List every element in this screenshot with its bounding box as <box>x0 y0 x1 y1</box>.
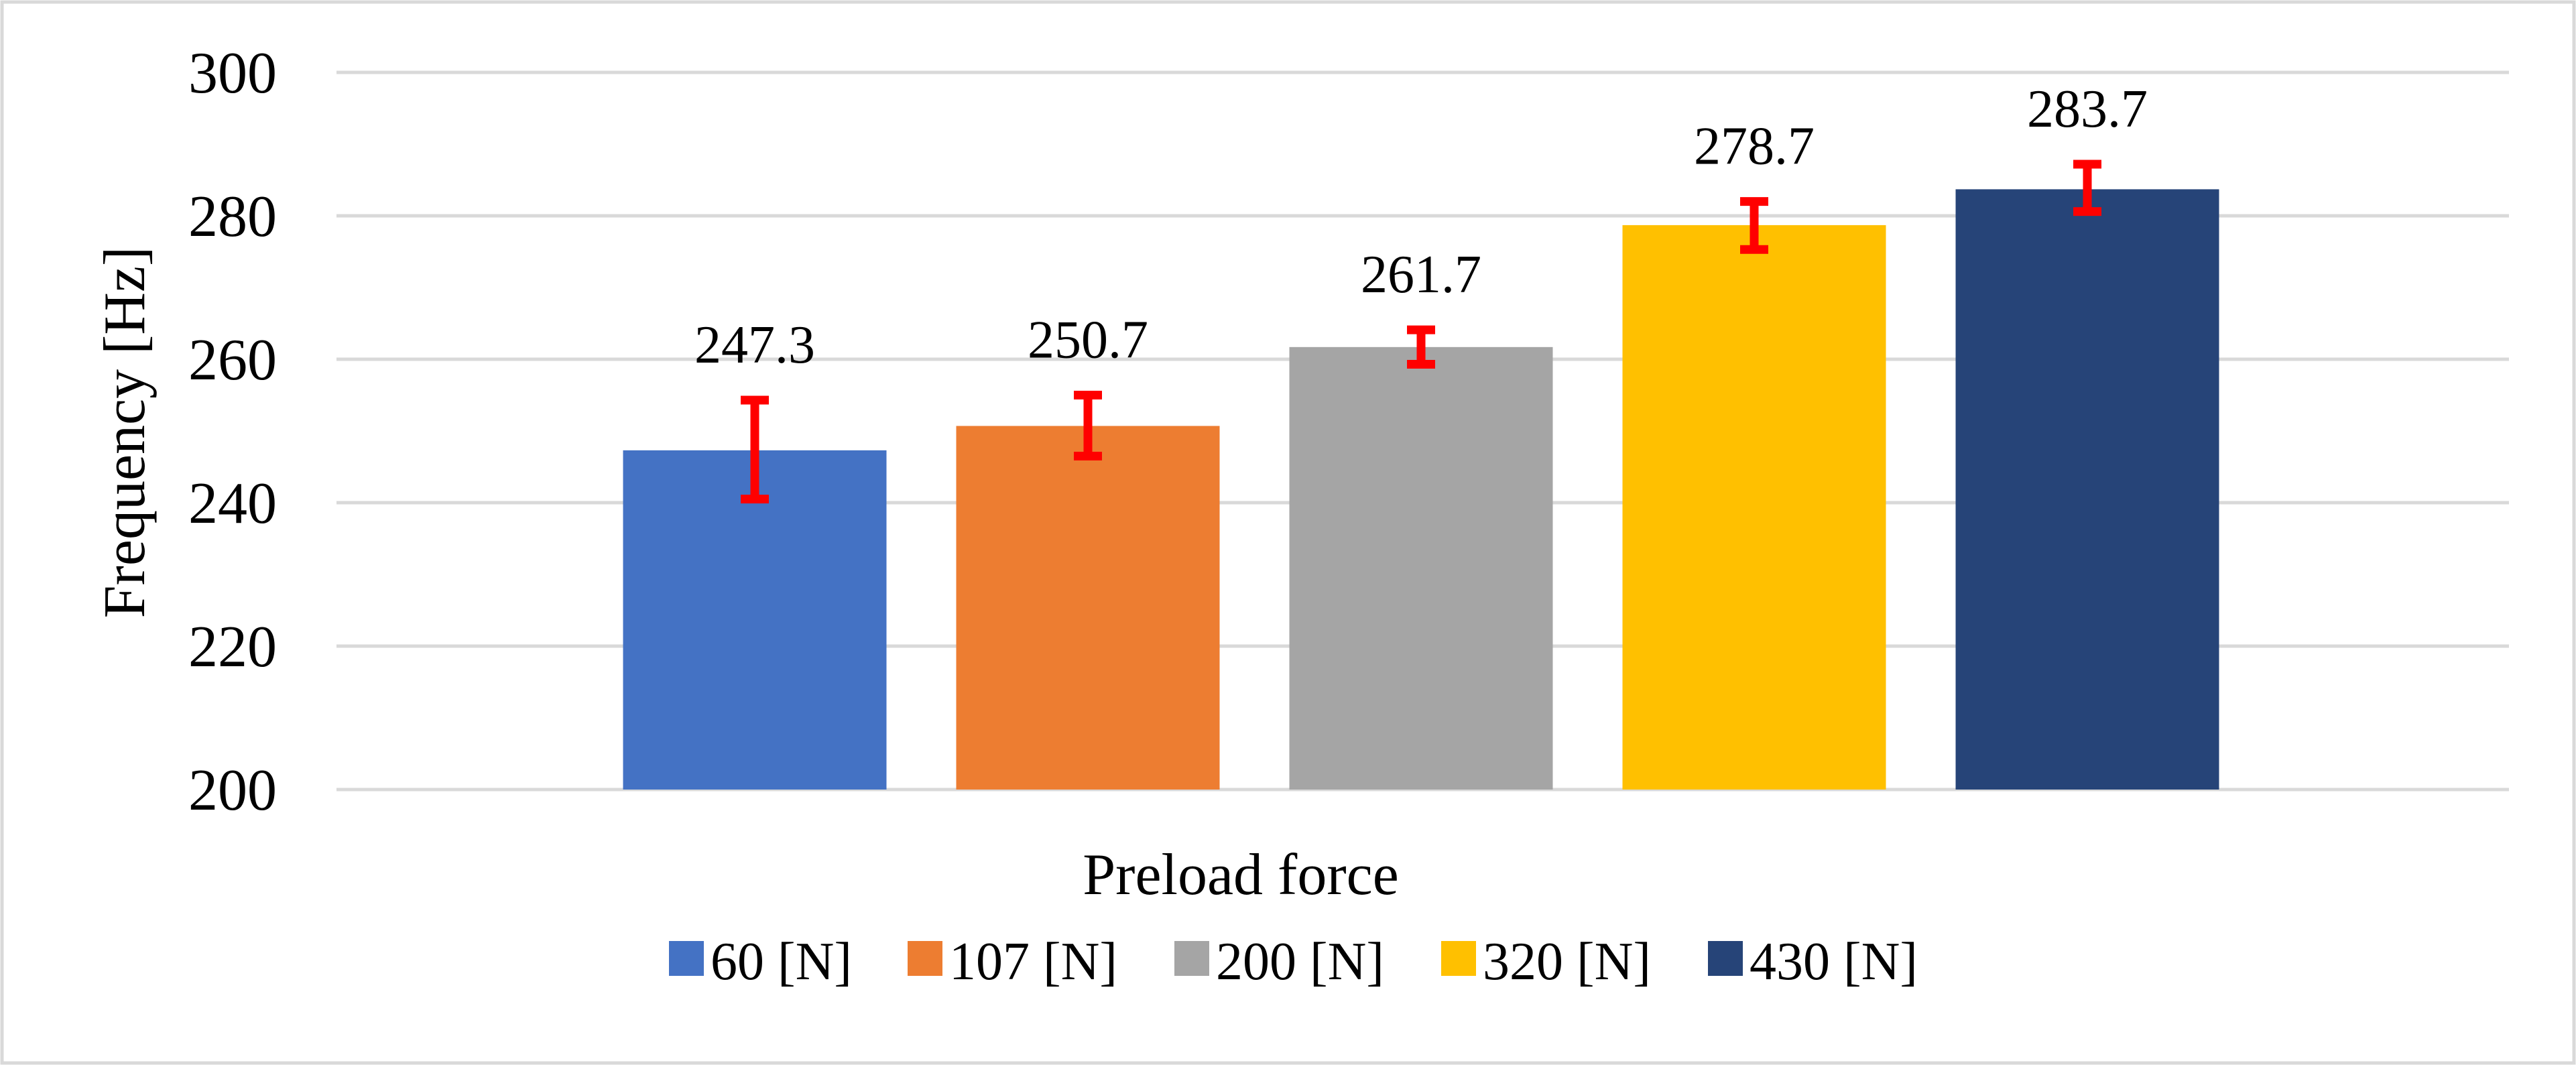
legend: 60 [N] 107 [N] 200 [N] 320 [N] 430 [N] <box>669 932 1918 991</box>
legend-swatch <box>1708 941 1743 976</box>
legend-swatch <box>1441 941 1476 976</box>
data-label: 278.7 <box>1694 117 1815 176</box>
legend-swatch <box>1174 941 1209 976</box>
y-axis-title: Frequency [Hz] <box>93 247 158 619</box>
bar <box>956 426 1220 790</box>
data-label: 283.7 <box>2027 80 2148 139</box>
y-tick-label: 240 <box>188 471 277 536</box>
error-bars <box>741 160 2101 504</box>
y-tick-label: 200 <box>188 758 277 823</box>
data-labels: 247.3 250.7 261.7 278.7 283.7 <box>694 80 2148 375</box>
legend-label: 60 [N] <box>711 932 852 991</box>
legend-swatch <box>908 941 942 976</box>
legend-label: 320 [N] <box>1483 932 1651 991</box>
bars <box>623 189 2219 790</box>
bar <box>623 450 887 790</box>
legend-label: 430 [N] <box>1750 932 1918 991</box>
legend-label: 107 [N] <box>949 932 1117 991</box>
data-label: 247.3 <box>694 316 815 375</box>
y-tick-label: 260 <box>188 328 277 393</box>
bar <box>1622 225 1886 790</box>
data-label: 261.7 <box>1361 245 1481 304</box>
bar <box>1289 347 1553 790</box>
y-tick-label: 300 <box>188 41 277 106</box>
y-axis-ticks: 200 220 240 260 280 300 <box>188 41 277 823</box>
y-tick-label: 280 <box>188 184 277 249</box>
data-label: 250.7 <box>1028 311 1148 370</box>
y-tick-label: 220 <box>188 615 277 680</box>
legend-label: 200 [N] <box>1216 932 1384 991</box>
x-axis-title: Preload force <box>1083 842 1399 907</box>
bar <box>1955 189 2219 790</box>
legend-swatch <box>669 941 704 976</box>
